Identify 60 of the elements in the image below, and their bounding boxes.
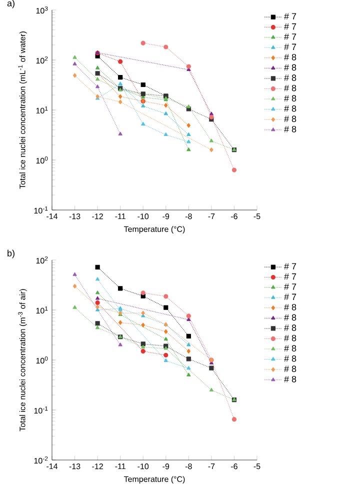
legend-label: # 8 <box>284 64 296 71</box>
x-tick-label: -6 <box>231 464 238 470</box>
x-tick-label: -14 <box>46 214 58 220</box>
legend-label: # 7 <box>284 34 296 40</box>
x-tick-label: -5 <box>254 214 260 220</box>
x-tick-label: -8 <box>185 464 192 470</box>
legend-label: # 7 <box>284 273 296 280</box>
y-tick-label: 10$^{0}$ <box>36 156 48 164</box>
legend-label: # 7 <box>284 284 296 290</box>
legend-label: # 8 <box>284 105 296 112</box>
x-tick-label: -9 <box>162 214 170 220</box>
x-tick-label: -12 <box>92 464 103 470</box>
legend-label: # 8 <box>284 314 296 321</box>
x-tick-label: -5 <box>254 464 260 470</box>
legend-label: # 8 <box>284 324 296 331</box>
x-tick-label: -8 <box>185 214 192 220</box>
legend-label: # 8 <box>284 304 296 310</box>
legend-label: # 8 <box>284 355 296 362</box>
legend-label: # 8 <box>284 334 296 342</box>
y-tick-label: 10$^{2}$ <box>36 256 48 264</box>
y-tick-label: 10$^{1}$ <box>36 106 48 114</box>
legend-label: # 8 <box>284 74 296 81</box>
legend-label: # 7 <box>284 13 296 20</box>
legend-label: # 8 <box>284 366 296 372</box>
legend-label: # 8 <box>284 376 296 382</box>
x-tick-label: -10 <box>138 464 149 470</box>
x-tick-label: -7 <box>208 464 215 470</box>
legend-label: # 8 <box>284 54 296 60</box>
y-tick-label: 10$^{1}$ <box>36 306 48 314</box>
y-tick-label: 10$^{-1}$ <box>34 206 48 214</box>
x-tick-label: -11 <box>115 464 126 470</box>
legend-label: # 7 <box>284 263 296 270</box>
chart-title: a) <box>7 0 14 8</box>
x-tick-label: -7 <box>208 214 215 220</box>
x-tick-label: -13 <box>69 214 80 220</box>
y-tick-label: 10$^{-2}$ <box>34 456 48 464</box>
x-axis-title: Temperature (°C) <box>124 476 185 484</box>
legend-label: # 8 <box>284 126 296 132</box>
x-tick-label: -10 <box>138 214 149 220</box>
x-axis-title: Temperature (°C) <box>124 226 185 234</box>
y-tick-label: 10$^{2}$ <box>36 56 48 64</box>
legend-label: # 8 <box>284 84 296 92</box>
y-axis-title: Total ice nuclei concentration (m$^{-3}$ of air) <box>18 289 27 432</box>
y-tick-label: 10$^{3}$ <box>36 6 48 14</box>
y-tick-label: 10$^{0}$ <box>36 356 48 364</box>
legend-label: # 7 <box>284 44 296 50</box>
x-tick-label: -12 <box>92 214 103 220</box>
x-tick-label: -14 <box>46 464 58 470</box>
legend-label: # 8 <box>284 345 296 352</box>
chart-title: b) <box>8 250 14 258</box>
legend-label: # 8 <box>284 95 296 102</box>
x-tick-label: -6 <box>231 214 238 220</box>
x-tick-label: -9 <box>162 464 170 470</box>
legend-label: # 7 <box>284 23 296 30</box>
legend-label: # 8 <box>284 116 296 122</box>
x-tick-label: -11 <box>115 214 126 220</box>
legend-label: # 7 <box>284 294 296 300</box>
y-axis-title: Total ice nuclei concentration (mL$^{-1}$ of water) <box>18 32 27 189</box>
y-tick-label: 10$^{-1}$ <box>34 406 48 414</box>
x-tick-label: -13 <box>69 464 80 470</box>
